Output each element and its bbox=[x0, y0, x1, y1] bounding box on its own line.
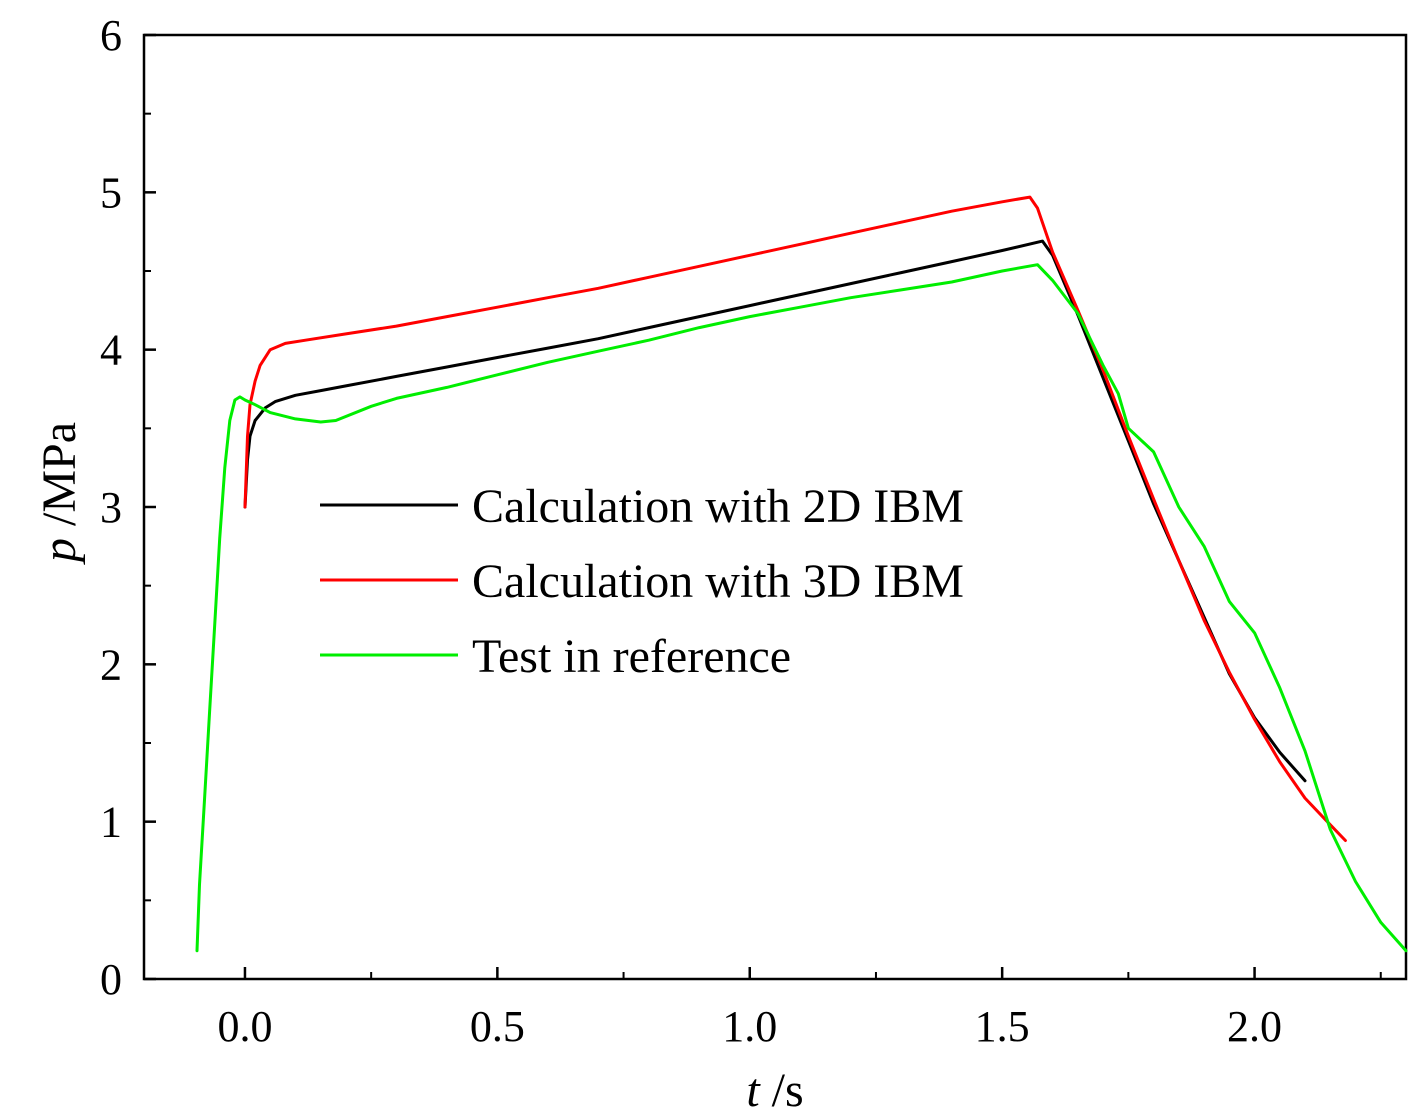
y-tick-label: 0 bbox=[100, 955, 122, 1004]
x-tick-label: 0.5 bbox=[470, 1002, 525, 1051]
legend: Calculation with 2D IBM Calculation with … bbox=[320, 480, 964, 683]
legend-label: Calculation with 2D IBM bbox=[472, 480, 964, 533]
series-line-test-in-reference bbox=[195, 263, 1408, 953]
series-group bbox=[195, 195, 1408, 953]
y-tick-label: 3 bbox=[100, 483, 122, 532]
y-tick-label: 4 bbox=[100, 326, 122, 375]
x-axis-label: t /s bbox=[746, 1064, 803, 1117]
x-tick-label: 2.0 bbox=[1227, 1002, 1282, 1051]
x-axis-ticks: 0.0 0.5 1.0 1.5 2.0 bbox=[217, 967, 1382, 1051]
series-line-calculation-with-3d-ibm bbox=[243, 195, 1347, 842]
y-tick-label: 6 bbox=[100, 11, 122, 60]
x-tick-label: 1.5 bbox=[975, 1002, 1030, 1051]
x-tick-label: 1.0 bbox=[722, 1002, 777, 1051]
y-tick-label: 1 bbox=[100, 798, 122, 847]
y-tick-label: 5 bbox=[100, 168, 122, 217]
x-tick-label: 0.0 bbox=[217, 1002, 272, 1051]
legend-label: Test in reference bbox=[472, 630, 791, 683]
y-axis-ticks: 0 1 2 3 4 5 6 bbox=[100, 11, 156, 1004]
y-tick-label: 2 bbox=[100, 640, 122, 689]
y-axis-label: p /MPa bbox=[33, 422, 86, 565]
legend-label: Calculation with 3D IBM bbox=[472, 555, 964, 608]
